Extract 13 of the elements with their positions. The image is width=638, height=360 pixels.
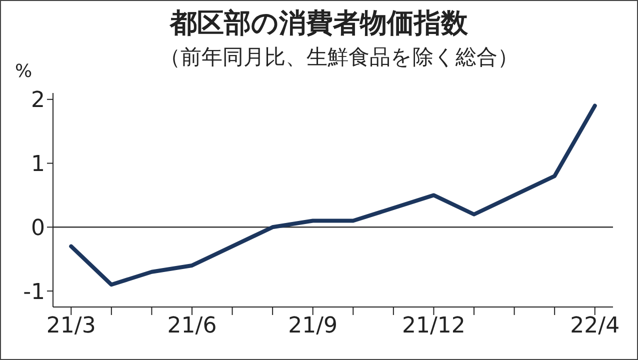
y-tick-label: 1	[31, 152, 45, 178]
y-axis-title: %	[15, 61, 32, 82]
y-tick-label: -1	[23, 280, 45, 305]
x-tick-label: 21/6	[167, 314, 217, 339]
y-tick-label: 2	[31, 88, 45, 114]
x-tick-label: 22/4	[570, 314, 620, 339]
x-tick-label: 21/9	[288, 314, 338, 339]
chart-subtitle: （前年同月比、生鮮食品を除く総合）	[158, 44, 520, 71]
x-tick-label: 21/12	[402, 314, 466, 339]
x-tick-label: 21/3	[46, 314, 96, 339]
chart-title: 都区部の消費者物価指数	[168, 7, 469, 41]
line-series	[69, 104, 597, 287]
y-tick-label: 0	[31, 216, 45, 241]
